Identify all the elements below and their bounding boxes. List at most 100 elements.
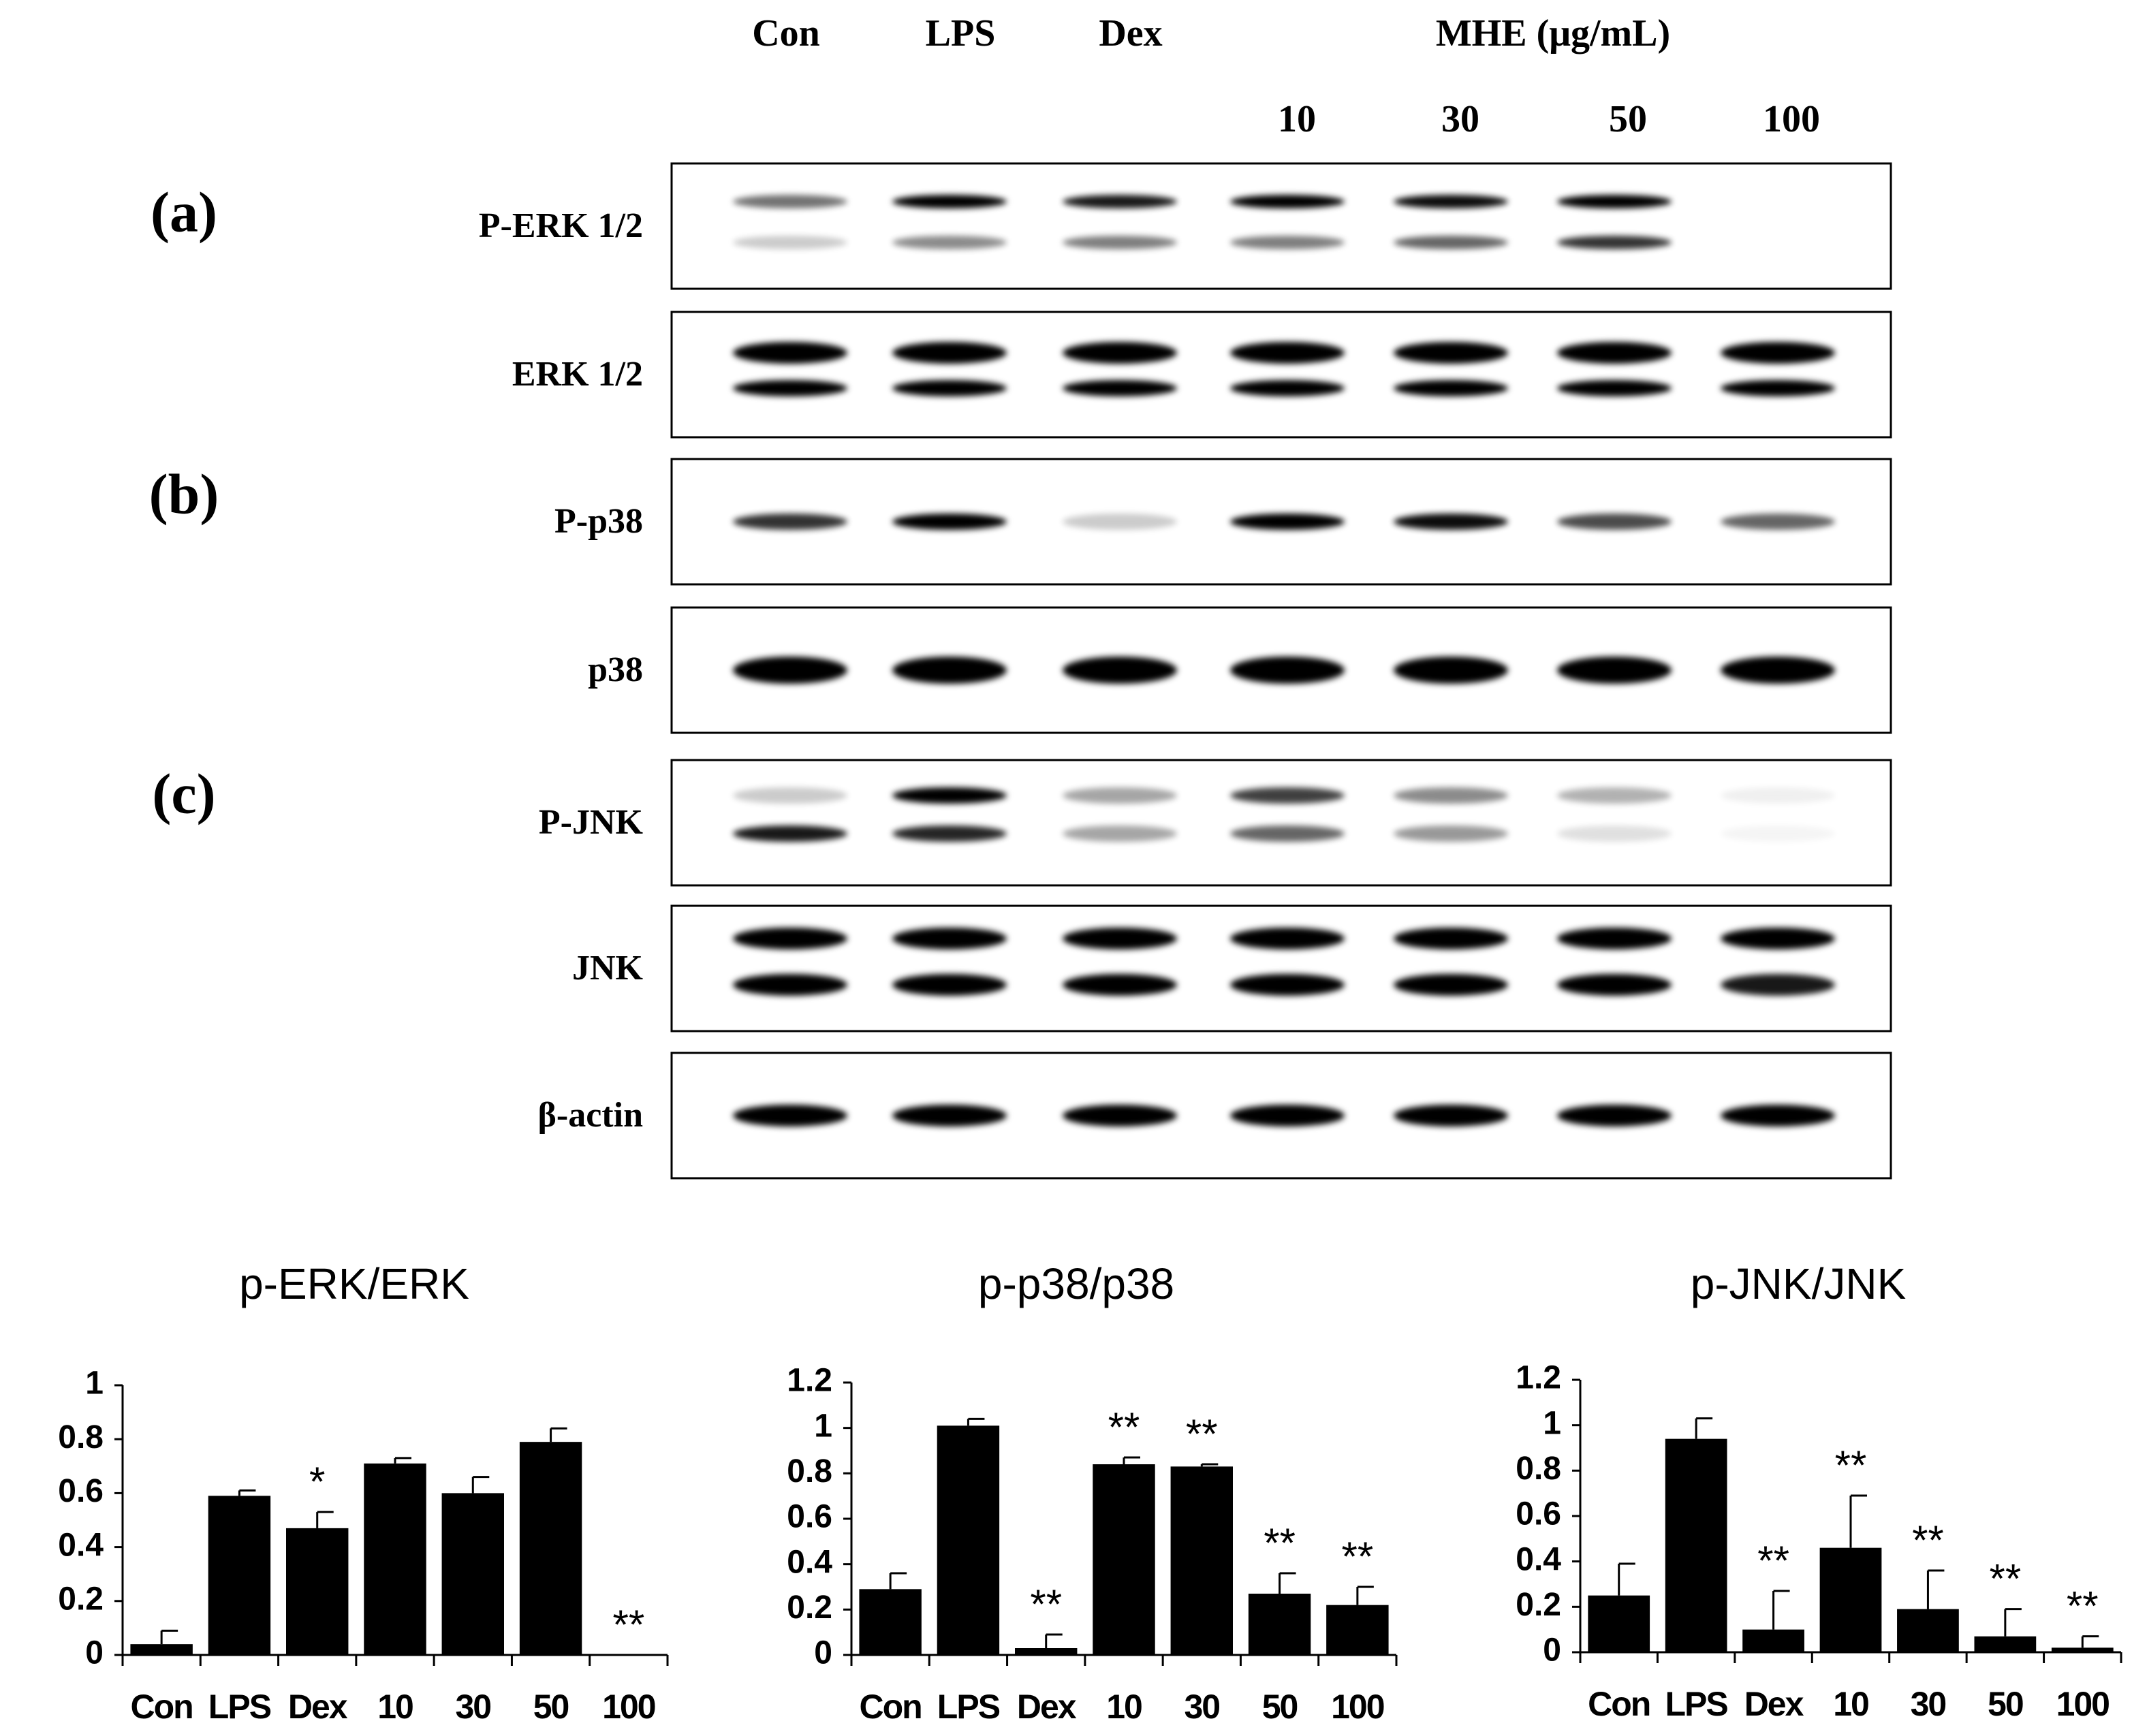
concentration: 10 <box>1278 98 1316 140</box>
band <box>733 380 847 396</box>
band <box>1063 928 1177 949</box>
band <box>1063 195 1177 208</box>
x-tick-label: 30 <box>1184 1688 1219 1726</box>
band <box>1063 342 1177 364</box>
significance: ** <box>2067 1583 2099 1629</box>
row-label: P-ERK 1/2 <box>479 206 643 245</box>
band <box>733 195 847 208</box>
y-tick-label: 1 <box>85 1366 104 1402</box>
band <box>1721 514 1835 530</box>
group-label: MHE (μg/mL) <box>1436 12 1670 54</box>
y-tick-label: 1.2 <box>787 1363 832 1399</box>
band <box>733 1105 847 1126</box>
x-tick-label: 100 <box>602 1688 655 1726</box>
band <box>733 514 847 530</box>
band <box>1557 657 1672 684</box>
bar <box>1588 1595 1650 1652</box>
bar <box>286 1528 349 1655</box>
x-tick-label: 100 <box>1331 1688 1384 1726</box>
row-label: ERK 1/2 <box>512 355 643 394</box>
error-bar <box>1200 1463 1219 1467</box>
band <box>733 787 847 804</box>
y-tick-label: 0.2 <box>787 1590 832 1626</box>
error-bar <box>2004 1608 2022 1637</box>
y-tick-label: 0.4 <box>787 1544 832 1580</box>
y-tick-label: 0.6 <box>1516 1496 1561 1532</box>
blot-frame <box>670 162 1892 290</box>
x-tick-label: LPS <box>208 1688 271 1726</box>
lane-label: LPS <box>926 12 996 54</box>
concentration: 30 <box>1441 98 1479 140</box>
y-tick-label: 0 <box>1543 1632 1561 1669</box>
bar <box>1248 1594 1311 1655</box>
panel-label: (a) <box>151 180 217 244</box>
y-tick-label: 0 <box>814 1635 832 1671</box>
error-bar <box>1695 1417 1713 1439</box>
x-tick-label: LPS <box>1665 1685 1728 1723</box>
significance: ** <box>1030 1581 1062 1627</box>
error-bar <box>316 1511 334 1528</box>
band <box>892 514 1007 530</box>
band <box>1394 825 1508 842</box>
band <box>1394 514 1508 530</box>
band <box>1394 236 1508 249</box>
bar <box>1897 1609 1959 1652</box>
error-bar <box>1045 1633 1063 1648</box>
panel-label: (b) <box>149 462 219 526</box>
y-tick-label: 0.4 <box>58 1527 104 1563</box>
bar <box>1742 1629 1804 1652</box>
band <box>892 928 1007 949</box>
significance: ** <box>613 1602 645 1647</box>
band <box>1230 380 1345 396</box>
band <box>892 380 1007 396</box>
error-bar <box>1356 1585 1374 1605</box>
band <box>892 974 1007 996</box>
x-tick-label: 50 <box>533 1688 569 1726</box>
band <box>1230 974 1345 996</box>
band <box>1230 342 1345 364</box>
row-label: JNK <box>572 949 644 988</box>
error-bar <box>394 1457 411 1464</box>
x-tick-label: 50 <box>1988 1685 2023 1723</box>
y-tick-label: 0.2 <box>58 1581 104 1617</box>
band <box>1230 825 1345 842</box>
y-tick-label: 0.8 <box>58 1419 104 1455</box>
band <box>1557 787 1672 804</box>
band <box>1721 380 1835 396</box>
bar <box>1974 1636 2037 1652</box>
bar <box>1819 1547 1882 1652</box>
x-tick-label: 10 <box>1833 1685 1868 1723</box>
band <box>733 974 847 996</box>
error-bar <box>1279 1572 1296 1594</box>
band <box>1063 974 1177 996</box>
band <box>1063 380 1177 396</box>
band <box>1557 928 1672 949</box>
x-tick-label: 10 <box>377 1688 413 1726</box>
band <box>1557 514 1672 530</box>
row-label: P-JNK <box>539 803 644 842</box>
y-tick-label: 0.6 <box>58 1473 104 1509</box>
band <box>1557 380 1672 396</box>
blot-frame <box>670 311 1892 439</box>
band <box>1557 195 1672 208</box>
band <box>1230 928 1345 949</box>
band <box>1394 1105 1508 1126</box>
band <box>1557 1105 1672 1126</box>
band <box>1721 825 1835 842</box>
band <box>892 236 1007 249</box>
significance: ** <box>1186 1411 1218 1457</box>
band <box>892 787 1007 804</box>
band <box>1557 974 1672 996</box>
blot-frame <box>670 759 1892 887</box>
band <box>1230 195 1345 208</box>
significance: ** <box>1990 1556 2022 1602</box>
band <box>1063 514 1177 530</box>
error-bar <box>1618 1562 1635 1596</box>
lane-label: Con <box>752 12 820 54</box>
x-tick-label: Dex <box>288 1688 348 1726</box>
band <box>733 825 847 842</box>
band <box>1063 1105 1177 1126</box>
band <box>733 236 847 249</box>
